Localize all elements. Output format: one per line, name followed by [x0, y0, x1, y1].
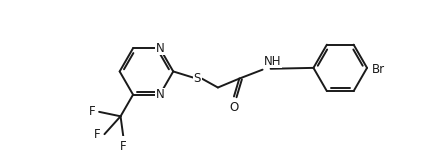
Text: N: N — [155, 88, 164, 101]
Text: O: O — [229, 101, 239, 114]
Text: N: N — [155, 42, 164, 55]
Text: F: F — [94, 128, 101, 141]
Text: NH: NH — [263, 55, 281, 68]
Text: F: F — [89, 105, 95, 118]
Text: F: F — [120, 140, 127, 152]
Text: Br: Br — [372, 63, 385, 76]
Text: S: S — [194, 72, 201, 85]
